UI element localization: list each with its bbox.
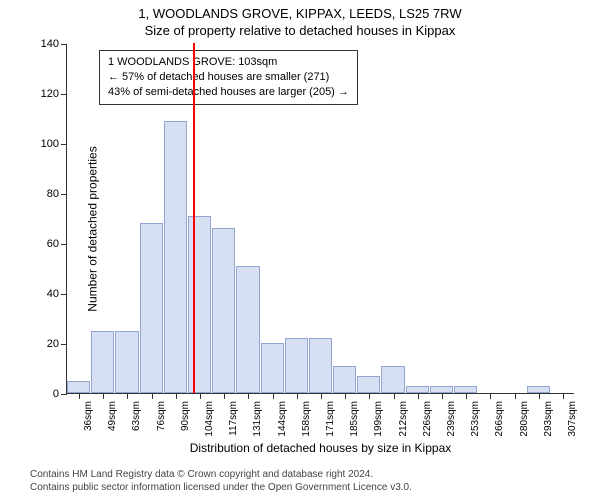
histogram-bar xyxy=(430,386,453,394)
x-tick xyxy=(224,393,225,399)
legend-line-2: ← 57% of detached houses are smaller (27… xyxy=(108,70,349,85)
chart-container: Number of detached properties 1 WOODLAND… xyxy=(52,44,574,414)
x-tick-label: 63sqm xyxy=(131,401,142,431)
y-tick-label: 80 xyxy=(47,188,59,200)
x-tick xyxy=(152,393,153,399)
y-tick-label: 140 xyxy=(41,38,59,50)
x-tick xyxy=(297,393,298,399)
page-title: 1, WOODLANDS GROVE, KIPPAX, LEEDS, LS25 … xyxy=(0,0,600,21)
x-tick xyxy=(103,393,104,399)
x-tick-label: 280sqm xyxy=(519,401,530,437)
histogram-bar xyxy=(261,343,284,393)
histogram-bar xyxy=(140,223,163,393)
x-tick-label: 212sqm xyxy=(398,401,409,437)
x-tick-label: 307sqm xyxy=(567,401,578,437)
x-tick-label: 171sqm xyxy=(325,401,336,437)
histogram-bar xyxy=(381,366,404,394)
x-tick-label: 76sqm xyxy=(156,401,167,431)
x-tick xyxy=(515,393,516,399)
x-tick-label: 90sqm xyxy=(180,401,191,431)
x-tick-label: 158sqm xyxy=(301,401,312,437)
x-tick xyxy=(563,393,564,399)
histogram-bar xyxy=(164,121,187,394)
y-tick-label: 0 xyxy=(53,388,59,400)
x-tick xyxy=(200,393,201,399)
legend-line-1: 1 WOODLANDS GROVE: 103sqm xyxy=(108,55,349,70)
plot-area: 1 WOODLANDS GROVE: 103sqm ← 57% of detac… xyxy=(66,44,574,394)
x-tick-label: 253sqm xyxy=(470,401,481,437)
x-tick xyxy=(466,393,467,399)
x-tick xyxy=(442,393,443,399)
page-subtitle: Size of property relative to detached ho… xyxy=(0,21,600,42)
y-tick xyxy=(61,244,67,245)
x-tick-label: 239sqm xyxy=(446,401,457,437)
histogram-bar xyxy=(406,386,429,394)
x-tick-label: 144sqm xyxy=(277,401,288,437)
x-tick-label: 49sqm xyxy=(107,401,118,431)
reference-line xyxy=(193,43,195,393)
x-tick xyxy=(248,393,249,399)
x-tick-label: 131sqm xyxy=(252,401,263,437)
y-tick-label: 40 xyxy=(47,288,59,300)
footer-attribution: Contains HM Land Registry data © Crown c… xyxy=(30,468,412,494)
histogram-bar xyxy=(188,216,211,394)
x-axis-label: Distribution of detached houses by size … xyxy=(67,441,574,455)
y-tick-label: 120 xyxy=(41,88,59,100)
y-tick xyxy=(61,394,67,395)
histogram-bar xyxy=(67,381,90,394)
histogram-bar xyxy=(454,386,477,394)
x-tick xyxy=(539,393,540,399)
histogram-bar xyxy=(285,338,308,393)
x-tick xyxy=(369,393,370,399)
reference-label-box: 1 WOODLANDS GROVE: 103sqm ← 57% of detac… xyxy=(99,50,358,105)
histogram-bar xyxy=(212,228,235,393)
y-tick xyxy=(61,44,67,45)
x-tick-label: 266sqm xyxy=(494,401,505,437)
x-tick-label: 226sqm xyxy=(422,401,433,437)
histogram-bar xyxy=(115,331,138,394)
x-tick xyxy=(418,393,419,399)
y-tick xyxy=(61,194,67,195)
histogram-bar xyxy=(333,366,356,394)
x-tick xyxy=(79,393,80,399)
footer-line-2: Contains public sector information licen… xyxy=(30,481,412,494)
y-tick xyxy=(61,344,67,345)
histogram-bar xyxy=(357,376,380,394)
legend-line-3: 43% of semi-detached houses are larger (… xyxy=(108,85,349,100)
x-tick-label: 293sqm xyxy=(543,401,554,437)
x-tick xyxy=(127,393,128,399)
histogram-bar xyxy=(527,386,550,394)
x-tick xyxy=(345,393,346,399)
y-tick-label: 100 xyxy=(41,138,59,150)
histogram-bar xyxy=(309,338,332,393)
x-tick-label: 199sqm xyxy=(373,401,384,437)
x-tick-label: 104sqm xyxy=(204,401,215,437)
y-tick xyxy=(61,144,67,145)
x-tick xyxy=(394,393,395,399)
x-tick-label: 36sqm xyxy=(83,401,94,431)
y-tick-label: 60 xyxy=(47,238,59,250)
x-tick xyxy=(273,393,274,399)
y-tick-label: 20 xyxy=(47,338,59,350)
y-tick xyxy=(61,294,67,295)
footer-line-1: Contains HM Land Registry data © Crown c… xyxy=(30,468,412,481)
y-tick xyxy=(61,94,67,95)
x-tick-label: 117sqm xyxy=(228,401,239,436)
x-tick xyxy=(321,393,322,399)
x-tick-label: 185sqm xyxy=(349,401,360,437)
histogram-bar xyxy=(91,331,114,394)
x-tick xyxy=(490,393,491,399)
histogram-bar xyxy=(236,266,259,394)
x-tick xyxy=(176,393,177,399)
